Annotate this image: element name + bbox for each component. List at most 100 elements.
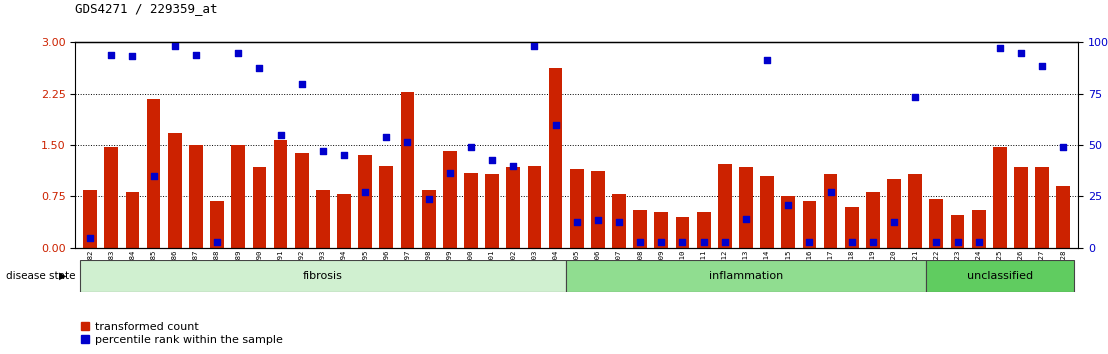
Point: [864, 240, 882, 245]
Point: [632, 240, 649, 245]
Bar: [591, 171, 605, 248]
Bar: [823, 174, 838, 248]
Bar: [718, 164, 731, 248]
Bar: [527, 166, 542, 248]
Bar: [760, 176, 774, 248]
Point: [441, 170, 459, 175]
Point: [695, 240, 712, 245]
Bar: [189, 145, 203, 248]
Bar: [845, 207, 859, 248]
Bar: [1014, 167, 1028, 248]
Bar: [211, 201, 224, 248]
Bar: [888, 179, 901, 248]
Bar: [443, 150, 456, 248]
Point: [399, 139, 417, 144]
Bar: [422, 190, 435, 248]
Point: [1012, 50, 1029, 56]
Text: unclassified: unclassified: [967, 271, 1033, 281]
Bar: [485, 174, 499, 248]
Bar: [781, 196, 796, 248]
Point: [991, 45, 1008, 51]
Bar: [676, 217, 689, 248]
Bar: [909, 174, 922, 248]
Point: [611, 219, 628, 225]
Point: [462, 144, 480, 149]
Point: [970, 240, 987, 245]
Text: fibrosis: fibrosis: [302, 271, 342, 281]
Bar: [566, 260, 926, 292]
Point: [1055, 144, 1073, 149]
Bar: [548, 68, 563, 248]
Text: inflammation: inflammation: [709, 271, 783, 281]
Text: GDS4271 / 229359_at: GDS4271 / 229359_at: [75, 2, 218, 15]
Point: [906, 95, 924, 100]
Bar: [232, 145, 245, 248]
Bar: [866, 192, 880, 248]
Legend: transformed count, percentile rank within the sample: transformed count, percentile rank withi…: [81, 321, 284, 345]
Point: [653, 240, 670, 245]
Point: [124, 53, 142, 59]
Bar: [253, 167, 266, 248]
Point: [314, 148, 331, 153]
Bar: [926, 260, 1074, 292]
Bar: [337, 194, 351, 248]
Bar: [612, 194, 626, 248]
Bar: [83, 190, 98, 248]
Point: [843, 240, 861, 245]
Point: [737, 216, 755, 222]
Point: [166, 43, 184, 49]
Bar: [274, 140, 287, 248]
Bar: [401, 92, 414, 248]
Bar: [168, 133, 182, 248]
Bar: [358, 155, 372, 248]
Bar: [802, 201, 817, 248]
Bar: [570, 169, 584, 248]
Point: [885, 219, 903, 225]
Point: [779, 202, 797, 208]
Bar: [295, 153, 308, 248]
Point: [293, 81, 310, 86]
Point: [145, 173, 163, 179]
Bar: [972, 210, 985, 248]
Bar: [80, 260, 566, 292]
Point: [483, 158, 501, 163]
Bar: [655, 212, 668, 248]
Point: [525, 43, 543, 49]
Point: [357, 189, 375, 194]
Point: [927, 240, 945, 245]
Bar: [951, 215, 964, 248]
Text: ▶: ▶: [59, 271, 66, 281]
Text: disease state: disease state: [6, 271, 75, 281]
Point: [420, 196, 438, 201]
Point: [716, 240, 733, 245]
Point: [567, 219, 585, 225]
Point: [546, 122, 564, 127]
Point: [589, 218, 607, 223]
Point: [208, 240, 226, 245]
Bar: [697, 212, 710, 248]
Point: [948, 240, 966, 245]
Bar: [104, 147, 119, 248]
Bar: [1056, 186, 1070, 248]
Point: [822, 189, 840, 194]
Bar: [146, 99, 161, 248]
Point: [378, 134, 396, 140]
Point: [674, 240, 691, 245]
Bar: [930, 199, 943, 248]
Point: [229, 50, 247, 56]
Point: [1034, 64, 1051, 69]
Bar: [379, 166, 393, 248]
Bar: [506, 167, 520, 248]
Bar: [993, 147, 1007, 248]
Point: [758, 57, 776, 62]
Bar: [634, 210, 647, 248]
Bar: [316, 190, 330, 248]
Point: [504, 163, 522, 169]
Point: [81, 235, 99, 240]
Bar: [1035, 167, 1049, 248]
Point: [271, 132, 289, 138]
Point: [250, 65, 268, 71]
Bar: [464, 172, 478, 248]
Point: [335, 153, 352, 158]
Point: [187, 52, 205, 58]
